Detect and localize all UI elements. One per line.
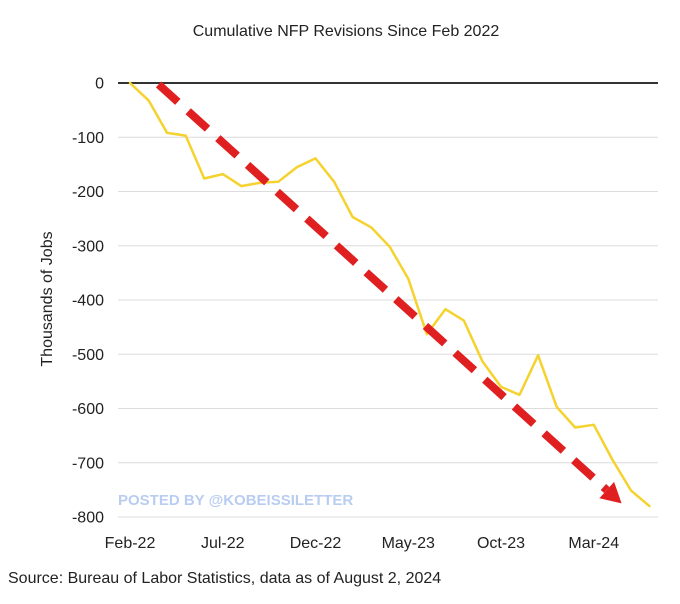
y-tick-label: -200 xyxy=(72,184,104,201)
y-tick-label: -300 xyxy=(72,238,104,255)
x-tick-label: May-23 xyxy=(382,535,435,552)
y-tick-label: -400 xyxy=(72,293,104,310)
trend-arrow-head xyxy=(599,481,622,504)
y-tick-label: -700 xyxy=(72,455,104,472)
x-tick-label: Mar-24 xyxy=(568,535,619,552)
y-tick-label: -500 xyxy=(72,347,104,364)
series-line xyxy=(128,81,651,508)
y-axis-title: Thousands of Jobs xyxy=(39,231,56,366)
trend-arrow xyxy=(155,81,622,504)
x-tick-label: Feb-22 xyxy=(105,535,156,552)
y-axis-ticks: 0 -100 -200 -300 -400 -500 -600 -700 -800 xyxy=(72,76,104,527)
y-tick-label: 0 xyxy=(95,76,104,93)
chart-title: Cumulative NFP Revisions Since Feb 2022 xyxy=(193,23,500,40)
gridlines xyxy=(118,82,658,518)
y-tick-label: -100 xyxy=(72,130,104,147)
series-layer xyxy=(128,81,651,508)
watermark-text: POSTED BY @KOBEISSILETTER xyxy=(118,492,353,509)
y-tick-label: -600 xyxy=(72,401,104,418)
source-note: Source: Bureau of Labor Statistics, data… xyxy=(8,570,441,587)
trend-arrow-shaft xyxy=(155,81,610,493)
x-tick-label: Dec-22 xyxy=(290,535,342,552)
x-axis-ticks: Feb-22 Jul-22 Dec-22 May-23 Oct-23 Mar-24 xyxy=(105,535,620,552)
y-tick-label: -800 xyxy=(72,510,104,527)
x-tick-label: Jul-22 xyxy=(201,535,245,552)
x-tick-label: Oct-23 xyxy=(477,535,525,552)
